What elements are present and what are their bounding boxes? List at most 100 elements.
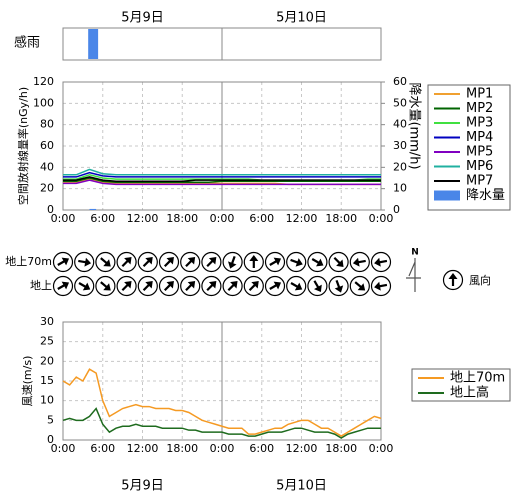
direction-arrow bbox=[333, 256, 344, 267]
y-tick-label: 0 bbox=[47, 203, 54, 216]
direction-arrow bbox=[228, 255, 237, 269]
direction-arrow bbox=[57, 257, 70, 266]
arrow-head bbox=[374, 281, 381, 291]
y-tick-label: 80 bbox=[40, 118, 54, 131]
row-label: 地上70m bbox=[5, 255, 52, 268]
x-tick-label: 6:00 bbox=[249, 442, 274, 455]
legend-box bbox=[427, 84, 511, 211]
direction-arrow bbox=[78, 282, 91, 291]
arrow-shaft bbox=[311, 258, 320, 264]
direction-arrow bbox=[227, 281, 238, 292]
legend-label: MP7 bbox=[466, 174, 493, 189]
direction-arrow bbox=[269, 257, 282, 266]
arrow-head bbox=[273, 281, 282, 290]
series-line bbox=[63, 171, 381, 178]
arrow-head bbox=[124, 281, 132, 289]
direction-arrow bbox=[374, 257, 388, 267]
direction-arrow bbox=[142, 281, 153, 292]
x-tick-label: 18:00 bbox=[325, 212, 357, 225]
direction-arrow bbox=[249, 255, 259, 268]
x-tick-label: 18:00 bbox=[166, 442, 198, 455]
direction-arrow bbox=[352, 257, 366, 267]
direction-arrow bbox=[100, 257, 111, 267]
arrow-head bbox=[166, 257, 174, 265]
arrow-head bbox=[357, 283, 366, 291]
series-line bbox=[62, 368, 382, 437]
direction-arrow bbox=[78, 257, 92, 267]
arrow-shaft bbox=[142, 283, 150, 292]
x-tick-label: 18:00 bbox=[325, 442, 357, 455]
arrow-head bbox=[448, 273, 458, 279]
direction-arrow bbox=[185, 281, 196, 292]
date-label: 5月10日 bbox=[276, 11, 327, 26]
arrow-shaft bbox=[163, 283, 172, 292]
arrow-head bbox=[61, 257, 70, 266]
x-tick-label: 0:00 bbox=[210, 442, 235, 455]
series-line bbox=[63, 179, 381, 186]
arrow-shaft bbox=[269, 284, 278, 290]
arrow-head bbox=[336, 259, 344, 267]
arrow-head bbox=[208, 281, 217, 289]
x-tick-label: 0:00 bbox=[369, 212, 394, 225]
y2-tick-label: 40 bbox=[393, 118, 407, 131]
direction-arrow bbox=[290, 282, 303, 291]
north-label: N bbox=[411, 248, 419, 258]
y2-tick-label: 50 bbox=[393, 96, 407, 109]
legend-swatch bbox=[434, 190, 460, 201]
arrow-shaft bbox=[142, 259, 150, 268]
direction-arrow bbox=[354, 281, 366, 291]
y2-axis-label: 降水量(mm/h) bbox=[407, 82, 422, 169]
legend-label: 地上70m bbox=[450, 371, 505, 386]
direction-arrow bbox=[163, 281, 174, 292]
arrow-head bbox=[334, 285, 344, 293]
direction-arrow bbox=[313, 280, 322, 293]
arrow-head bbox=[228, 261, 237, 269]
plot-border bbox=[62, 81, 382, 211]
y-tick-label: 0 bbox=[47, 433, 54, 446]
arrow-head bbox=[84, 257, 92, 267]
legend-label: MP2 bbox=[466, 101, 493, 116]
x-tick-label: 0:00 bbox=[210, 212, 235, 225]
north-symbol bbox=[406, 258, 421, 292]
series-line bbox=[63, 176, 381, 182]
y-tick-label: 25 bbox=[40, 335, 54, 348]
arrow-head bbox=[145, 281, 153, 289]
x-tick-label: 0:00 bbox=[51, 212, 76, 225]
direction-arrow bbox=[142, 257, 153, 268]
sense-bar bbox=[88, 29, 99, 59]
legend-label: 地上高 bbox=[450, 385, 489, 401]
arrow-shaft bbox=[57, 284, 66, 290]
direction-arrow bbox=[269, 281, 282, 290]
legend-label: MP1 bbox=[466, 87, 493, 102]
direction-arrow bbox=[121, 257, 132, 268]
arrow-shaft bbox=[57, 260, 66, 266]
arrow-shaft bbox=[335, 279, 341, 289]
arrow-head bbox=[314, 284, 322, 293]
direction-arrow bbox=[121, 281, 132, 292]
arrow-shaft bbox=[206, 259, 214, 268]
direction-arrow bbox=[248, 281, 259, 292]
arrow-head bbox=[374, 257, 381, 267]
arrow-shaft bbox=[206, 283, 214, 292]
arrow-shaft bbox=[290, 282, 299, 288]
arrow-head bbox=[251, 281, 259, 289]
arrow-shaft bbox=[78, 282, 87, 288]
y2-tick-label: 0 bbox=[393, 203, 400, 216]
arrow-head bbox=[249, 255, 259, 261]
y-axis-label: 空間放射線量率(nGy/h) bbox=[16, 87, 30, 205]
legend-box bbox=[411, 368, 511, 402]
direction-arrow bbox=[206, 281, 217, 292]
direction-arrow bbox=[57, 281, 70, 290]
arrow-shaft bbox=[248, 283, 256, 292]
arrow-shaft bbox=[378, 283, 388, 288]
direction-arrow bbox=[100, 281, 111, 291]
arrow-head bbox=[230, 281, 238, 289]
direction-arrow bbox=[374, 281, 388, 291]
x-tick-label: 6:00 bbox=[90, 442, 115, 455]
y-axis-label: 風速(m/s) bbox=[21, 356, 34, 407]
arrow-shaft bbox=[163, 259, 172, 268]
date-label: 5月9日 bbox=[121, 479, 164, 494]
arrow-head bbox=[273, 257, 282, 266]
legend-label: MP4 bbox=[466, 130, 493, 145]
